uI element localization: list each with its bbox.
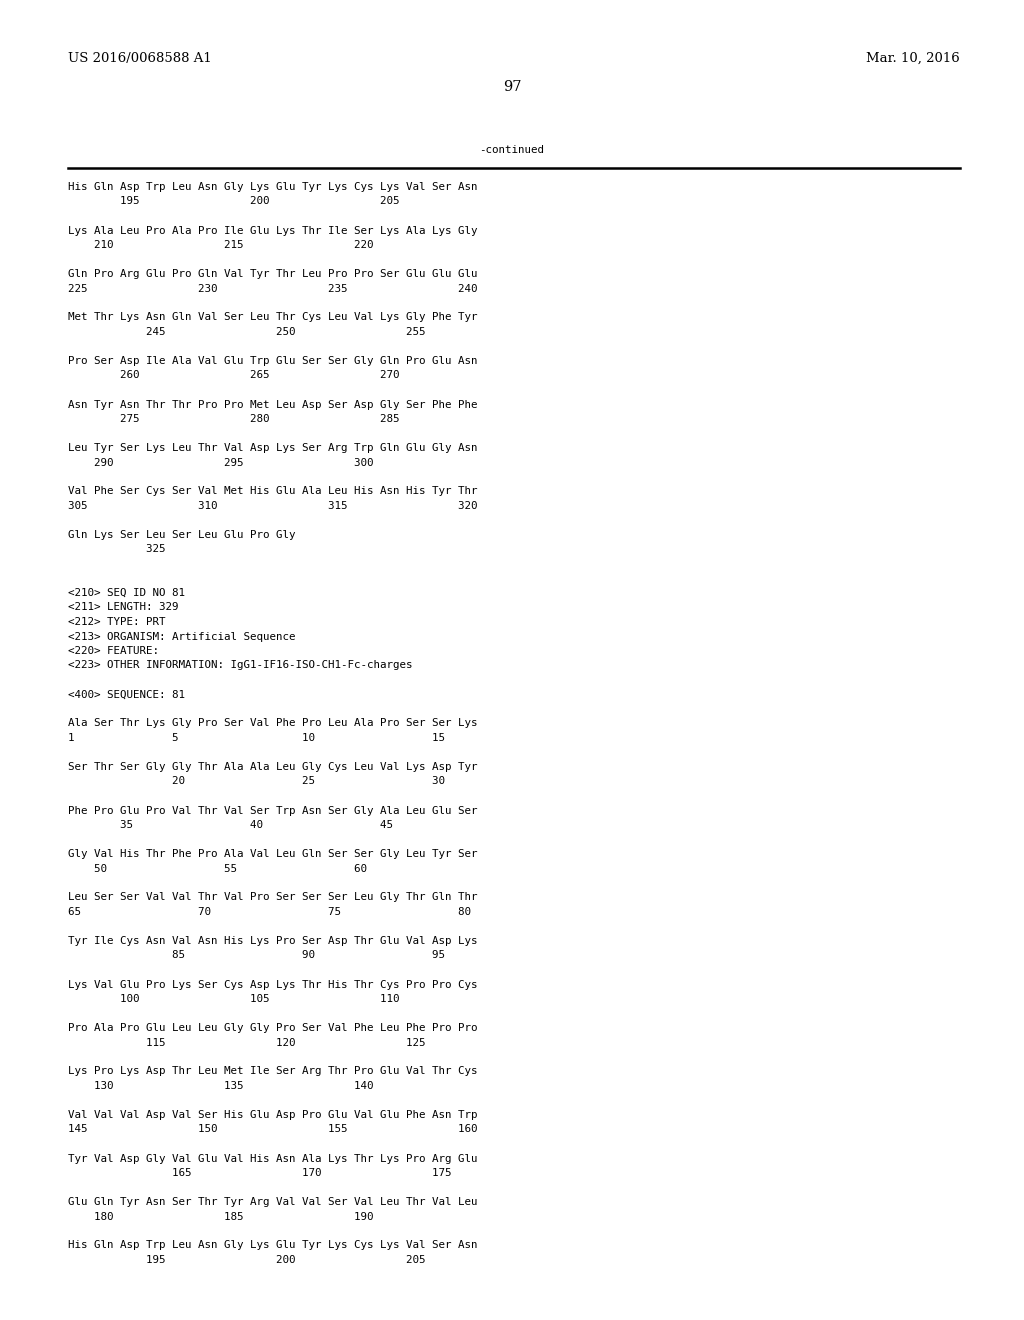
Text: <212> TYPE: PRT: <212> TYPE: PRT <box>68 616 166 627</box>
Text: 305                 310                 315                 320: 305 310 315 320 <box>68 502 477 511</box>
Text: <223> OTHER INFORMATION: IgG1-IF16-ISO-CH1-Fc-charges: <223> OTHER INFORMATION: IgG1-IF16-ISO-C… <box>68 660 413 671</box>
Text: Pro Ser Asp Ile Ala Val Glu Trp Glu Ser Ser Gly Gln Pro Glu Asn: Pro Ser Asp Ile Ala Val Glu Trp Glu Ser … <box>68 356 477 366</box>
Text: Asn Tyr Asn Thr Thr Pro Pro Met Leu Asp Ser Asp Gly Ser Phe Phe: Asn Tyr Asn Thr Thr Pro Pro Met Leu Asp … <box>68 400 477 409</box>
Text: 260                 265                 270: 260 265 270 <box>68 371 399 380</box>
Text: Lys Ala Leu Pro Ala Pro Ile Glu Lys Thr Ile Ser Lys Ala Lys Gly: Lys Ala Leu Pro Ala Pro Ile Glu Lys Thr … <box>68 226 477 235</box>
Text: 275                 280                 285: 275 280 285 <box>68 414 399 424</box>
Text: Leu Tyr Ser Lys Leu Thr Val Asp Lys Ser Arg Trp Gln Glu Gly Asn: Leu Tyr Ser Lys Leu Thr Val Asp Lys Ser … <box>68 444 477 453</box>
Text: 180                 185                 190: 180 185 190 <box>68 1212 374 1221</box>
Text: 1               5                   10                  15: 1 5 10 15 <box>68 733 445 743</box>
Text: Glu Gln Tyr Asn Ser Thr Tyr Arg Val Val Ser Val Leu Thr Val Leu: Glu Gln Tyr Asn Ser Thr Tyr Arg Val Val … <box>68 1197 477 1206</box>
Text: Gly Val His Thr Phe Pro Ala Val Leu Gln Ser Ser Gly Leu Tyr Ser: Gly Val His Thr Phe Pro Ala Val Leu Gln … <box>68 849 477 859</box>
Text: 65                  70                  75                  80: 65 70 75 80 <box>68 907 471 917</box>
Text: His Gln Asp Trp Leu Asn Gly Lys Glu Tyr Lys Cys Lys Val Ser Asn: His Gln Asp Trp Leu Asn Gly Lys Glu Tyr … <box>68 182 477 191</box>
Text: 245                 250                 255: 245 250 255 <box>68 327 426 337</box>
Text: 145                 150                 155                 160: 145 150 155 160 <box>68 1125 477 1134</box>
Text: 195                 200                 205: 195 200 205 <box>68 1255 426 1265</box>
Text: <400> SEQUENCE: 81: <400> SEQUENCE: 81 <box>68 689 185 700</box>
Text: 290                 295                 300: 290 295 300 <box>68 458 374 467</box>
Text: 115                 120                 125: 115 120 125 <box>68 1038 426 1048</box>
Text: 20                  25                  30: 20 25 30 <box>68 776 445 787</box>
Text: Val Phe Ser Cys Ser Val Met His Glu Ala Leu His Asn His Tyr Thr: Val Phe Ser Cys Ser Val Met His Glu Ala … <box>68 487 477 496</box>
Text: Tyr Ile Cys Asn Val Asn His Lys Pro Ser Asp Thr Glu Val Asp Lys: Tyr Ile Cys Asn Val Asn His Lys Pro Ser … <box>68 936 477 946</box>
Text: Leu Ser Ser Val Val Thr Val Pro Ser Ser Ser Leu Gly Thr Gln Thr: Leu Ser Ser Val Val Thr Val Pro Ser Ser … <box>68 892 477 903</box>
Text: Ser Thr Ser Gly Gly Thr Ala Ala Leu Gly Cys Leu Val Lys Asp Tyr: Ser Thr Ser Gly Gly Thr Ala Ala Leu Gly … <box>68 762 477 772</box>
Text: 130                 135                 140: 130 135 140 <box>68 1081 374 1092</box>
Text: 35                  40                  45: 35 40 45 <box>68 820 393 830</box>
Text: His Gln Asp Trp Leu Asn Gly Lys Glu Tyr Lys Cys Lys Val Ser Asn: His Gln Asp Trp Leu Asn Gly Lys Glu Tyr … <box>68 1241 477 1250</box>
Text: 210                 215                 220: 210 215 220 <box>68 240 374 249</box>
Text: 97: 97 <box>503 81 521 94</box>
Text: US 2016/0068588 A1: US 2016/0068588 A1 <box>68 51 212 65</box>
Text: 225                 230                 235                 240: 225 230 235 240 <box>68 284 477 293</box>
Text: Pro Ala Pro Glu Leu Leu Gly Gly Pro Ser Val Phe Leu Phe Pro Pro: Pro Ala Pro Glu Leu Leu Gly Gly Pro Ser … <box>68 1023 477 1034</box>
Text: Gln Lys Ser Leu Ser Leu Glu Pro Gly: Gln Lys Ser Leu Ser Leu Glu Pro Gly <box>68 531 296 540</box>
Text: Phe Pro Glu Pro Val Thr Val Ser Trp Asn Ser Gly Ala Leu Glu Ser: Phe Pro Glu Pro Val Thr Val Ser Trp Asn … <box>68 805 477 816</box>
Text: 50                  55                  60: 50 55 60 <box>68 863 367 874</box>
Text: <220> FEATURE:: <220> FEATURE: <box>68 645 159 656</box>
Text: Met Thr Lys Asn Gln Val Ser Leu Thr Cys Leu Val Lys Gly Phe Tyr: Met Thr Lys Asn Gln Val Ser Leu Thr Cys … <box>68 313 477 322</box>
Text: <213> ORGANISM: Artificial Sequence: <213> ORGANISM: Artificial Sequence <box>68 631 296 642</box>
Text: Val Val Val Asp Val Ser His Glu Asp Pro Glu Val Glu Phe Asn Trp: Val Val Val Asp Val Ser His Glu Asp Pro … <box>68 1110 477 1119</box>
Text: 325: 325 <box>68 544 166 554</box>
Text: 195                 200                 205: 195 200 205 <box>68 197 399 206</box>
Text: Mar. 10, 2016: Mar. 10, 2016 <box>866 51 961 65</box>
Text: Lys Pro Lys Asp Thr Leu Met Ile Ser Arg Thr Pro Glu Val Thr Cys: Lys Pro Lys Asp Thr Leu Met Ile Ser Arg … <box>68 1067 477 1077</box>
Text: Gln Pro Arg Glu Pro Gln Val Tyr Thr Leu Pro Pro Ser Glu Glu Glu: Gln Pro Arg Glu Pro Gln Val Tyr Thr Leu … <box>68 269 477 279</box>
Text: Ala Ser Thr Lys Gly Pro Ser Val Phe Pro Leu Ala Pro Ser Ser Lys: Ala Ser Thr Lys Gly Pro Ser Val Phe Pro … <box>68 718 477 729</box>
Text: 85                  90                  95: 85 90 95 <box>68 950 445 961</box>
Text: 100                 105                 110: 100 105 110 <box>68 994 399 1005</box>
Text: <211> LENGTH: 329: <211> LENGTH: 329 <box>68 602 178 612</box>
Text: -continued: -continued <box>479 145 545 154</box>
Text: Tyr Val Asp Gly Val Glu Val His Asn Ala Lys Thr Lys Pro Arg Glu: Tyr Val Asp Gly Val Glu Val His Asn Ala … <box>68 1154 477 1163</box>
Text: <210> SEQ ID NO 81: <210> SEQ ID NO 81 <box>68 587 185 598</box>
Text: 165                 170                 175: 165 170 175 <box>68 1168 452 1177</box>
Text: Lys Val Glu Pro Lys Ser Cys Asp Lys Thr His Thr Cys Pro Pro Cys: Lys Val Glu Pro Lys Ser Cys Asp Lys Thr … <box>68 979 477 990</box>
